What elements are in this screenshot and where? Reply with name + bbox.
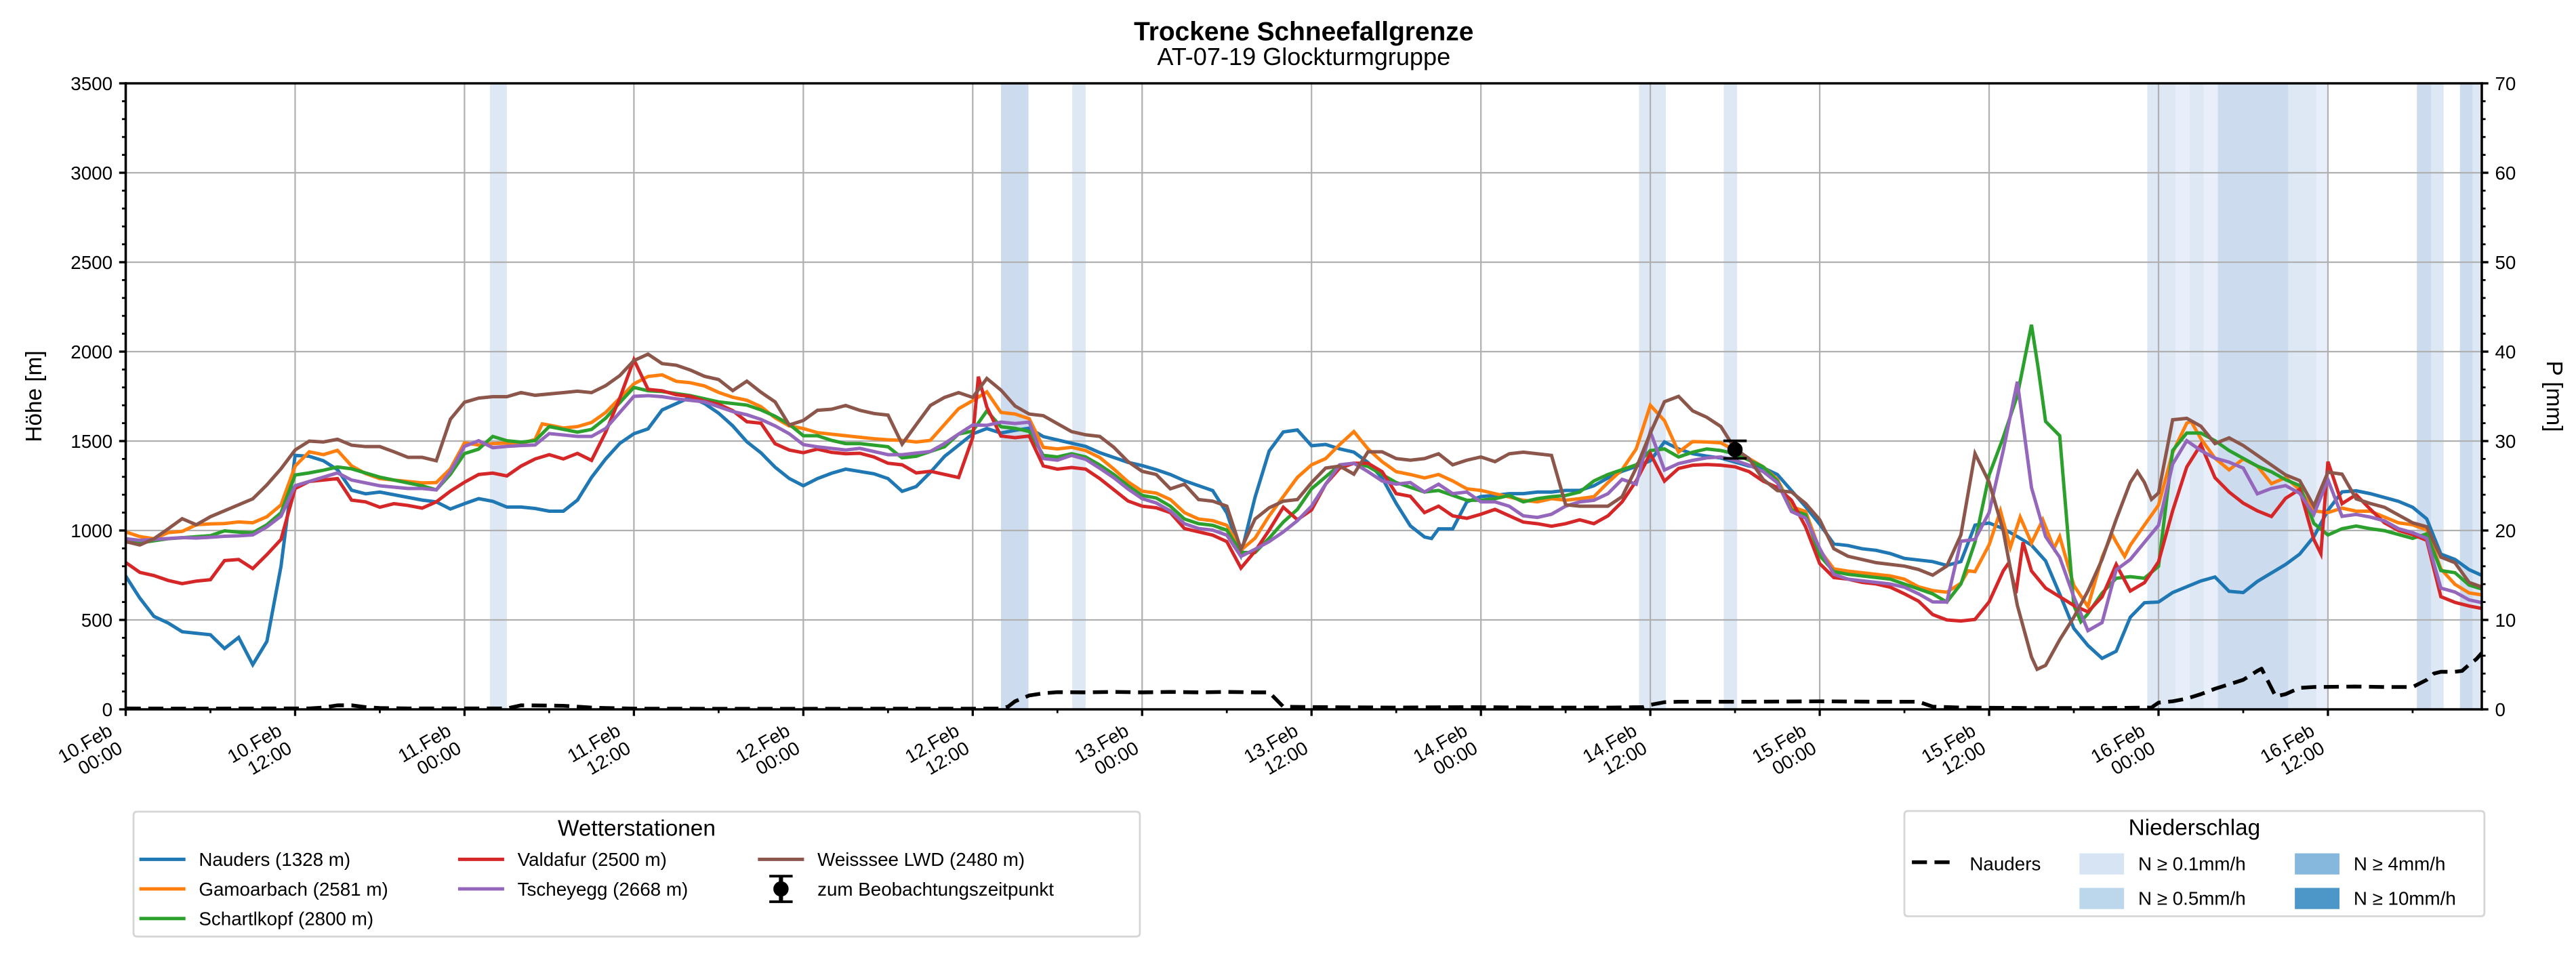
svg-text:10: 10: [2495, 610, 2516, 631]
svg-text:3000: 3000: [70, 163, 113, 184]
svg-text:N ≥ 0.1mm/h: N ≥ 0.1mm/h: [2138, 853, 2246, 874]
svg-text:50: 50: [2495, 252, 2516, 273]
svg-text:Gamoarbach (2581 m): Gamoarbach (2581 m): [199, 879, 388, 900]
svg-text:AT-07-19 Glockturmgruppe: AT-07-19 Glockturmgruppe: [1157, 43, 1450, 70]
svg-text:Tscheyegg (2668 m): Tscheyegg (2668 m): [518, 879, 689, 900]
svg-text:60: 60: [2495, 163, 2516, 184]
svg-text:Trockene Schneefallgrenze: Trockene Schneefallgrenze: [1134, 17, 1473, 46]
svg-text:500: 500: [81, 610, 113, 631]
svg-text:3500: 3500: [70, 73, 113, 94]
svg-text:N ≥ 10mm/h: N ≥ 10mm/h: [2354, 888, 2456, 909]
svg-text:1000: 1000: [70, 520, 113, 541]
svg-text:zum Beobachtungszeitpunkt: zum Beobachtungszeitpunkt: [817, 879, 1054, 900]
svg-text:0: 0: [2495, 699, 2505, 720]
svg-text:20: 20: [2495, 520, 2516, 541]
svg-text:N ≥ 0.5mm/h: N ≥ 0.5mm/h: [2138, 888, 2246, 909]
svg-text:70: 70: [2495, 73, 2516, 94]
svg-text:30: 30: [2495, 431, 2516, 452]
svg-text:2500: 2500: [70, 252, 113, 273]
svg-text:Nauders: Nauders: [1969, 853, 2041, 874]
svg-text:Schartlkopf (2800 m): Schartlkopf (2800 m): [199, 908, 373, 929]
svg-text:0: 0: [102, 699, 113, 720]
svg-text:Weisssee LWD (2480 m): Weisssee LWD (2480 m): [817, 849, 1025, 870]
svg-text:Valdafur (2500 m): Valdafur (2500 m): [518, 849, 667, 870]
svg-text:2000: 2000: [70, 341, 113, 362]
svg-text:P [mm]: P [mm]: [2541, 361, 2567, 432]
svg-text:40: 40: [2495, 341, 2516, 362]
svg-text:Wetterstationen: Wetterstationen: [558, 816, 716, 841]
svg-text:1500: 1500: [70, 431, 113, 452]
svg-text:Nauders (1328 m): Nauders (1328 m): [199, 849, 350, 870]
svg-text:Höhe [m]: Höhe [m]: [22, 350, 47, 442]
svg-text:Niederschlag: Niederschlag: [2129, 815, 2261, 840]
svg-text:N ≥ 4mm/h: N ≥ 4mm/h: [2354, 853, 2446, 874]
